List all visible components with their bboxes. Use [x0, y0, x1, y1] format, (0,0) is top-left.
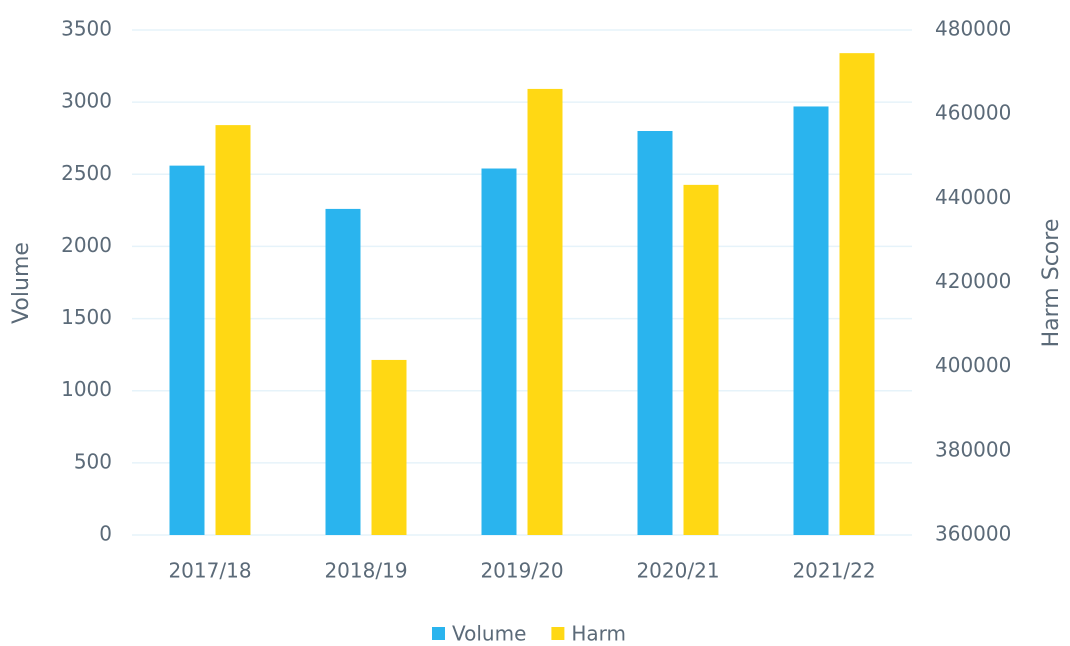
x-tick-label: 2018/19	[324, 559, 407, 583]
legend-swatch	[551, 627, 565, 640]
legend-label: Harm	[571, 622, 626, 646]
bar	[683, 184, 719, 535]
y-axis-title: Volume	[9, 242, 34, 324]
bar	[215, 125, 251, 535]
legend-label: Volume	[452, 622, 526, 646]
y2-tick-label: 420000	[935, 269, 1011, 293]
bar	[839, 53, 875, 535]
y-tick-label: 3000	[61, 89, 112, 113]
bar	[325, 208, 361, 535]
y2-tick-label: 360000	[935, 522, 1011, 546]
bar	[371, 359, 407, 535]
y-tick-label: 1000	[61, 377, 112, 401]
bar	[637, 131, 673, 535]
x-tick-label: 2019/20	[480, 559, 563, 583]
x-tick-label: 2020/21	[636, 559, 719, 583]
y-tick-label: 0	[99, 522, 112, 546]
y-tick-label: 3500	[61, 17, 112, 41]
x-tick-label: 2021/22	[792, 559, 875, 583]
bar	[169, 165, 205, 535]
legend-swatch	[432, 627, 445, 640]
y2-axis-title: Harm Score	[1039, 219, 1064, 348]
y2-tick-label: 480000	[935, 17, 1011, 41]
y2-tick-label: 380000	[935, 437, 1011, 461]
y-tick-label: 1500	[61, 305, 112, 329]
y2-tick-label: 440000	[935, 185, 1011, 209]
y2-tick-label: 460000	[935, 101, 1011, 125]
bar	[481, 168, 517, 535]
bar	[527, 88, 563, 536]
y-tick-label: 500	[74, 449, 112, 473]
bar	[793, 106, 829, 535]
x-tick-label: 2017/18	[168, 559, 251, 583]
y-tick-label: 2000	[61, 233, 112, 257]
y-tick-label: 2500	[61, 161, 112, 185]
y2-tick-label: 400000	[935, 353, 1011, 377]
